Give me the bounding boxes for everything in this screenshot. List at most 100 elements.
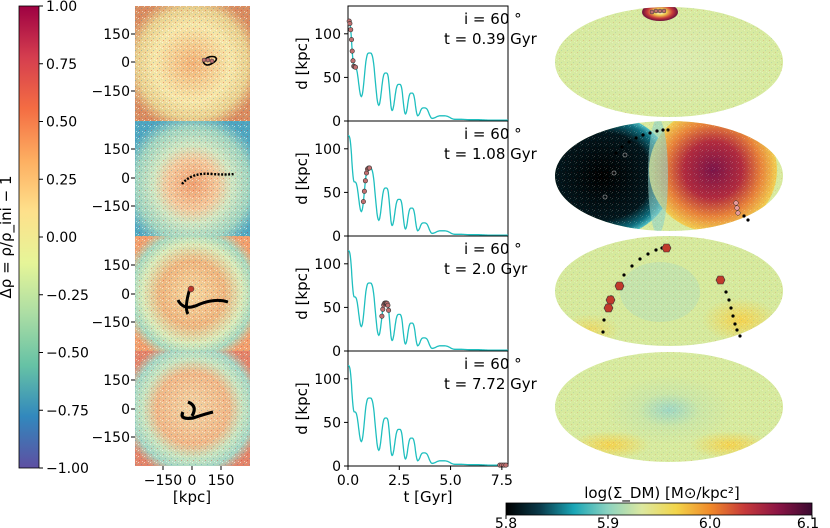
svg-text:6.1: 6.1	[797, 516, 819, 528]
orbit-position-marker	[348, 27, 354, 33]
orbit-x-tick: 0.0	[337, 473, 359, 489]
svg-text:0: 0	[188, 473, 197, 489]
sky-map-1	[555, 7, 783, 117]
svg-text:0: 0	[121, 55, 130, 71]
orbit-inclination: i = 60 °	[464, 10, 522, 28]
svg-text:5.8: 5.8	[495, 516, 517, 528]
orbit-position-marker	[350, 58, 356, 64]
orbit-y-tick: 100	[314, 257, 341, 273]
orbit-y-tick: 100	[314, 142, 341, 158]
svg-text:6.0: 6.0	[699, 516, 721, 528]
orbit-time: t = 0.39 Gyr	[444, 30, 538, 48]
density-panels: 150 0 −150 150 0 −150 150 0 −150 150 0 −…	[92, 6, 250, 506]
orbit-y-tick: 0	[332, 114, 341, 130]
colorbar-rho-tick: 0.25	[46, 172, 77, 188]
svg-text:−150: −150	[144, 473, 182, 489]
colorbar-rho: 1.00 0.75 0.50 0.25 0.00 −0.25 −0.50 −0.75 −1.00…	[0, 0, 89, 477]
orbit-position-marker	[503, 462, 509, 468]
orbit-track-4	[180, 400, 214, 420]
colorbar-dm: log(Σ_DM) [M⊙/kpc²] 5.8 5.9 6.0 6.1	[495, 484, 819, 528]
orbit-position-marker	[348, 37, 354, 43]
svg-text:0: 0	[121, 171, 130, 187]
orbit-y-label: d [kpc]	[293, 37, 311, 89]
sky-map-1-markers	[649, 8, 667, 15]
colorbar-rho-tick: −1.00	[46, 461, 89, 477]
orbit-y-tick: 100	[314, 372, 341, 388]
colorbar-dm-label: log(Σ_DM) [M⊙/kpc²]	[584, 484, 740, 503]
orbit-x-tick: 2.5	[388, 473, 410, 489]
density-tick-marks	[131, 33, 222, 470]
orbit-distance-line	[348, 20, 508, 121]
orbit-x-tick: 5.0	[439, 473, 461, 489]
orbit-position-marker	[386, 307, 392, 313]
svg-text:150: 150	[208, 473, 235, 489]
colorbar-rho-tick: 0.00	[46, 230, 77, 246]
orbit-distance-line	[348, 250, 508, 351]
orbit-y-tick: 0	[332, 229, 341, 245]
orbit-time: t = 2.0 Gyr	[444, 260, 528, 278]
colorbar-dm-gradient	[505, 502, 813, 516]
svg-text:−150: −150	[92, 199, 130, 215]
orbit-position-marker	[379, 313, 385, 319]
orbit-y-tick: 100	[314, 27, 341, 43]
orbit-inclination: i = 60 °	[464, 355, 522, 373]
orbit-y-label: d [kpc]	[293, 267, 311, 319]
orbit-position-marker	[352, 64, 358, 70]
svg-text:−150: −150	[92, 430, 130, 446]
colorbar-rho-tick: −0.25	[46, 288, 89, 304]
colorbar-rho-tick: 0.50	[46, 115, 77, 131]
colorbar-rho-tick: 1.00	[46, 0, 77, 15]
orbit-position-marker	[385, 302, 391, 308]
colorbar-rho-ticks: 1.00 0.75 0.50 0.25 0.00 −0.25 −0.50 −0.75 −1.00	[39, 0, 89, 477]
svg-text:150: 150	[103, 258, 130, 274]
density-y-ticks: 150 0 −150 150 0 −150 150 0 −150 150 0 −…	[92, 27, 130, 446]
orbit-y-tick: 0	[332, 344, 341, 360]
orbit-y-label: d [kpc]	[293, 152, 311, 204]
sky-map-2	[555, 121, 783, 231]
orbit-time: t = 7.72 Gyr	[444, 375, 538, 393]
orbit-markers-1	[201, 57, 215, 64]
orbit-y-tick: 50	[323, 70, 341, 86]
orbit-distance-line	[348, 365, 508, 466]
sky-map-4	[555, 352, 783, 462]
orbit-position-marker	[347, 20, 353, 26]
orbit-y-tick: 50	[323, 415, 341, 431]
orbit-x-tick: 7.5	[491, 473, 513, 489]
orbit-time: t = 1.08 Gyr	[444, 145, 538, 163]
orbit-position-marker	[362, 178, 368, 184]
svg-text:5.9: 5.9	[597, 516, 619, 528]
colorbar-rho-tick: −0.50	[46, 346, 89, 362]
orbit-position-marker	[366, 165, 372, 171]
orbit-chart-frame	[347, 5, 509, 122]
orbit-track-1	[202, 55, 218, 66]
svg-text:150: 150	[103, 142, 130, 158]
colorbar-rho-label: Δρ = ρ/ρ_ini − 1	[0, 176, 16, 299]
orbit-position-marker	[360, 199, 366, 205]
orbit-chart-frame	[347, 350, 509, 467]
svg-text:−150: −150	[92, 315, 130, 331]
svg-text:150: 150	[103, 373, 130, 389]
orbit-position-marker	[361, 188, 367, 194]
colorbar-rho-tick: −0.75	[46, 403, 89, 419]
orbit-position-marker	[349, 48, 355, 54]
sky-map-2-track	[614, 128, 750, 222]
orbit-inclination: i = 60 °	[464, 125, 522, 143]
dm-sky-maps	[555, 7, 783, 462]
orbit-y-label: d [kpc]	[293, 382, 311, 434]
orbit-inclination: i = 60 °	[464, 240, 522, 258]
colorbar-rho-tick: 0.75	[46, 57, 77, 73]
colorbar-rho-gradient	[18, 5, 40, 469]
sky-map-3-markers	[603, 243, 726, 313]
svg-text:−150: −150	[92, 84, 130, 100]
orbit-y-tick: 0	[332, 459, 341, 475]
orbit-track-2	[181, 172, 235, 185]
sky-map-2-markers	[602, 152, 741, 216]
orbit-chart-frame	[347, 235, 509, 352]
orbit-y-tick: 50	[323, 185, 341, 201]
